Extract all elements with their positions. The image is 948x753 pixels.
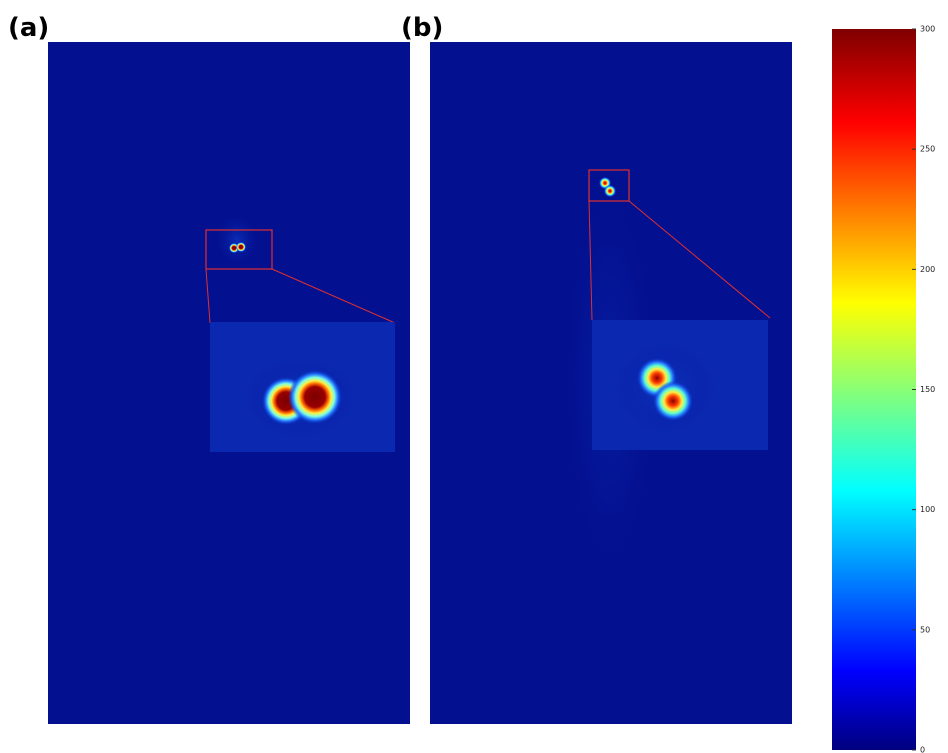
spot [236, 242, 246, 252]
colorbar-tick-label: 0 [920, 746, 925, 753]
panel-label: (b) [401, 13, 443, 43]
colorbar-tick-label: 150 [920, 385, 935, 394]
figure: (a) (b) 0 50 100 150 200 250 300 [0, 0, 948, 753]
colorbar-tick-label: 50 [920, 625, 930, 634]
spot [604, 185, 616, 197]
colorbar-tick-label: 100 [920, 505, 935, 514]
colorbar-tick-label: 250 [920, 145, 935, 154]
halo [212, 210, 262, 270]
colorbar-tick-label: 200 [920, 265, 935, 274]
colorbar [832, 29, 916, 750]
spot [653, 381, 693, 421]
colorbar-tick-label: 300 [920, 25, 935, 34]
panel-label: (a) [8, 13, 49, 43]
spot [288, 370, 342, 424]
